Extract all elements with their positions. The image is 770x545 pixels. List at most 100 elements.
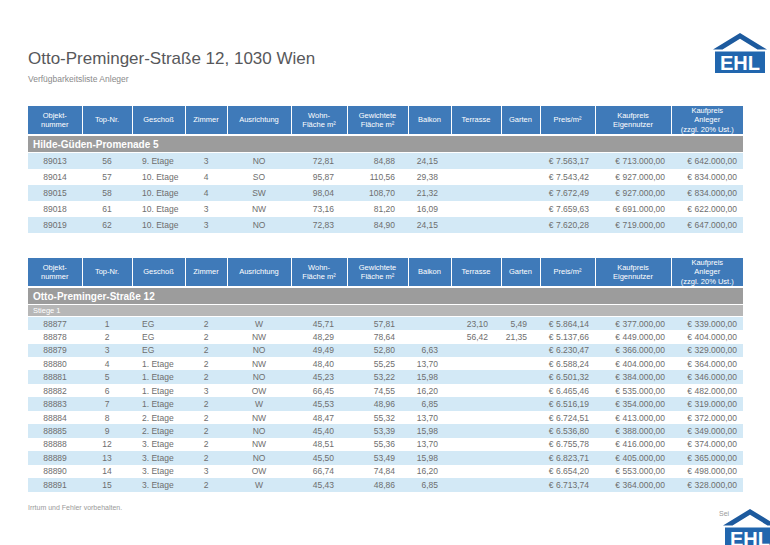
table-cell: EG bbox=[132, 317, 185, 330]
table-cell bbox=[451, 153, 501, 169]
table-row: 88890143. Etage3OW66,7474,8416,20€ 6.654… bbox=[28, 465, 743, 478]
table-cell: 5 bbox=[82, 370, 132, 383]
table-cell: € 372.000,00 bbox=[671, 411, 743, 424]
table-cell: NO bbox=[227, 451, 291, 464]
table-cell: 5,49 bbox=[501, 317, 540, 330]
table-cell: 88877 bbox=[28, 317, 82, 330]
table-cell: 108,70 bbox=[347, 185, 408, 201]
table-cell: 15,98 bbox=[408, 424, 451, 437]
table-cell: 89018 bbox=[28, 201, 82, 217]
table-cell: 89015 bbox=[28, 185, 82, 201]
table-cell: € 642.000,00 bbox=[671, 153, 743, 169]
table-cell: 16,09 bbox=[408, 201, 451, 217]
table-cell bbox=[501, 357, 540, 370]
table-cell bbox=[501, 153, 540, 169]
table-cell: 23,10 bbox=[451, 317, 501, 330]
table-cell: 13,70 bbox=[408, 357, 451, 370]
column-header: Garten bbox=[501, 258, 540, 287]
table-cell: 2. Etage bbox=[132, 411, 185, 424]
table-cell bbox=[501, 201, 540, 217]
table-cell: 6,85 bbox=[408, 478, 451, 491]
table-cell: € 482.000,00 bbox=[671, 384, 743, 397]
table-cell: 29,38 bbox=[408, 169, 451, 185]
table-cell: 2. Etage bbox=[132, 424, 185, 437]
table-cell: 3 bbox=[185, 201, 227, 217]
table-cell bbox=[451, 438, 501, 451]
table-cell: 13,70 bbox=[408, 438, 451, 451]
table-cell: € 719.000,00 bbox=[595, 217, 671, 233]
table-cell: € 388.000,00 bbox=[595, 424, 671, 437]
table-cell bbox=[451, 185, 501, 201]
table-header-row: Objekt- nummerTop-Nr.GeschoßZimmerAusric… bbox=[28, 258, 743, 287]
table-cell: 88889 bbox=[28, 451, 82, 464]
table-cell: € 349.000,00 bbox=[671, 424, 743, 437]
house-roof-icon: EHL bbox=[713, 33, 767, 73]
table-cell: € 6.501,32 bbox=[540, 370, 595, 383]
table-cell: € 7.659,63 bbox=[540, 201, 595, 217]
table-cell: 12 bbox=[82, 438, 132, 451]
table-cell: 9 bbox=[82, 424, 132, 437]
table-cell: 4 bbox=[185, 169, 227, 185]
table-cell: 45,40 bbox=[291, 424, 347, 437]
logo-text: EHL bbox=[720, 52, 760, 74]
table-cell bbox=[451, 451, 501, 464]
table-cell: 57,81 bbox=[347, 317, 408, 330]
table-row: 8888261. Etage3OW66,4574,5516,20€ 6.465,… bbox=[28, 384, 743, 397]
table-row: 888793EG2NO49,4952,806,63€ 6.230,47€ 366… bbox=[28, 344, 743, 357]
table-cell: € 553.000,00 bbox=[595, 465, 671, 478]
table-cell: 3 bbox=[185, 384, 227, 397]
table-cell: 1. Etage bbox=[132, 357, 185, 370]
table-cell: 62 bbox=[82, 217, 132, 233]
table-cell: 88884 bbox=[28, 411, 82, 424]
table-cell: SW bbox=[227, 185, 291, 201]
table-cell bbox=[451, 384, 501, 397]
table-cell: 57 bbox=[82, 169, 132, 185]
table-cell bbox=[451, 217, 501, 233]
table-cell: 16,20 bbox=[408, 384, 451, 397]
column-header: Gewichtete Fläche m² bbox=[347, 258, 408, 287]
column-header: Balkon bbox=[408, 106, 451, 135]
table-cell: 2 bbox=[185, 370, 227, 383]
table-cell bbox=[501, 169, 540, 185]
table-cell: NW bbox=[227, 438, 291, 451]
table-cell bbox=[501, 451, 540, 464]
table-cell: € 374.000,00 bbox=[671, 438, 743, 451]
table-cell: 88882 bbox=[28, 384, 82, 397]
table-cell: 49,49 bbox=[291, 344, 347, 357]
table-cell bbox=[451, 370, 501, 383]
table-cell: OW bbox=[227, 384, 291, 397]
column-header: Garten bbox=[501, 106, 540, 135]
table-cell: 9. Etage bbox=[132, 153, 185, 169]
table-cell: € 346.000,00 bbox=[671, 370, 743, 383]
table-cell: 88879 bbox=[28, 344, 82, 357]
table-cell: NW bbox=[227, 357, 291, 370]
column-header: Wohn- Fläche m² bbox=[291, 106, 347, 135]
table-cell bbox=[501, 185, 540, 201]
table-cell: € 339.000,00 bbox=[671, 317, 743, 330]
table-cell: € 404.000,00 bbox=[671, 330, 743, 343]
table-cell: 78,64 bbox=[347, 330, 408, 343]
table-cell: 66,74 bbox=[291, 465, 347, 478]
table-cell: 1. Etage bbox=[132, 370, 185, 383]
table-row: 88889133. Etage2NO45,5053,4915,98€ 6.823… bbox=[28, 451, 743, 464]
table-cell: 2 bbox=[185, 424, 227, 437]
table-cell: OW bbox=[227, 465, 291, 478]
column-header: Preis/m² bbox=[540, 258, 595, 287]
table-cell: 2 bbox=[185, 438, 227, 451]
table-cell: € 364.000,00 bbox=[671, 357, 743, 370]
page-title: Otto-Preminger-Straße 12, 1030 Wien bbox=[28, 49, 315, 69]
table-row: 8888041. Etage2NW48,4055,2513,70€ 6.588,… bbox=[28, 357, 743, 370]
table-cell: 53,49 bbox=[347, 451, 408, 464]
table-cell: 52,80 bbox=[347, 344, 408, 357]
table-cell: € 366.000,00 bbox=[595, 344, 671, 357]
table-cell: 10. Etage bbox=[132, 201, 185, 217]
table-cell: € 622.000,00 bbox=[671, 201, 743, 217]
table-cell: € 6.755,78 bbox=[540, 438, 595, 451]
table-cell: 8 bbox=[82, 411, 132, 424]
table-row: 890145710. Etage4SO95,87110,5629,38€ 7.5… bbox=[28, 169, 743, 185]
table-cell: 73,16 bbox=[291, 201, 347, 217]
table-cell: 58 bbox=[82, 185, 132, 201]
table-cell bbox=[408, 330, 451, 343]
table-cell: 24,15 bbox=[408, 153, 451, 169]
table-cell: NO bbox=[227, 217, 291, 233]
